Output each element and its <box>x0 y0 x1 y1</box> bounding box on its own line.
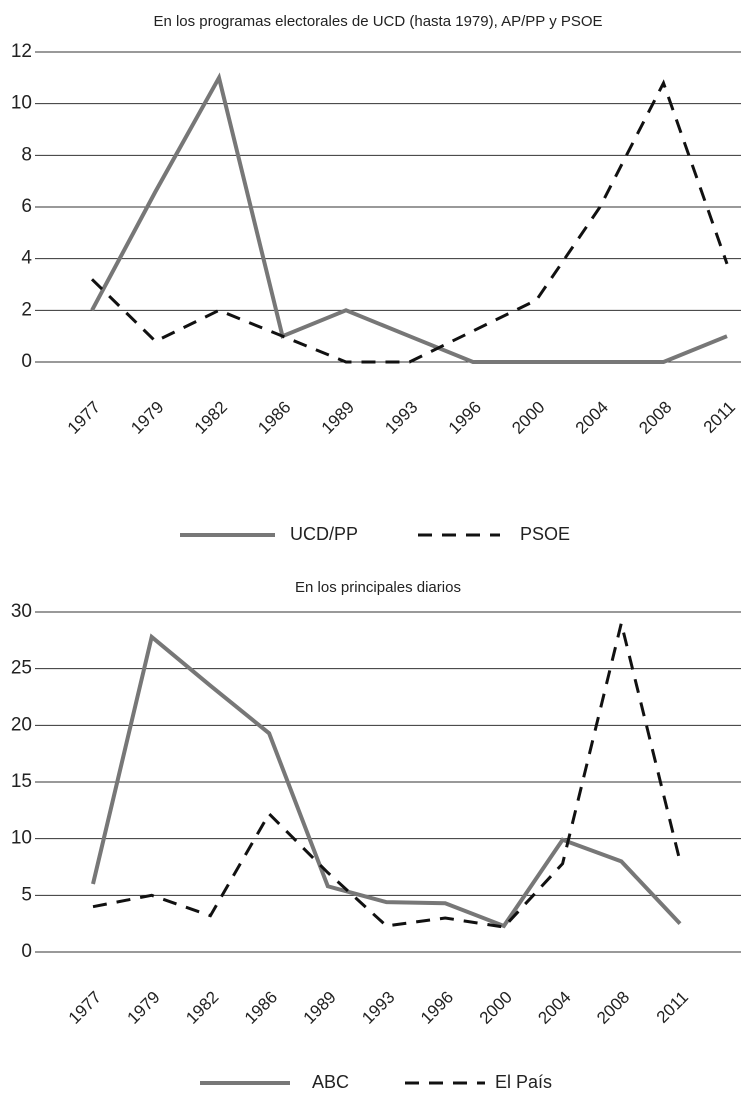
y-tick-label: 2 <box>21 299 32 320</box>
data-line <box>90 72 728 364</box>
chart-title: En los principales diarios <box>295 579 461 596</box>
x-tick-label: 1989 <box>318 398 358 438</box>
y-tick-label: 0 <box>21 351 32 372</box>
x-tick-label: 2004 <box>534 988 574 1028</box>
x-tick-label: 2000 <box>476 988 516 1028</box>
y-tick-label: 10 <box>11 828 32 849</box>
x-tick-label: 1979 <box>127 398 167 438</box>
x-tick-label: 2011 <box>700 398 739 437</box>
y-tick-label: 12 <box>11 41 32 62</box>
x-tick-label: 1993 <box>381 398 421 438</box>
y-tick-label: 25 <box>11 658 32 679</box>
legend-label: El País <box>495 1072 552 1092</box>
legend-label: UCD/PP <box>290 524 358 544</box>
y-tick-label: 30 <box>11 601 32 622</box>
x-tick-label: 1993 <box>358 988 398 1028</box>
x-tick-label: 1979 <box>124 988 164 1028</box>
x-tick-label: 2008 <box>635 398 675 438</box>
x-tick-label: 1977 <box>65 988 105 1028</box>
x-tick-label: 1986 <box>241 988 281 1028</box>
legend-label: PSOE <box>520 524 570 544</box>
x-tick-label: 1996 <box>417 988 457 1028</box>
data-line <box>91 633 682 929</box>
y-tick-label: 20 <box>11 714 32 735</box>
y-tick-label: 15 <box>11 771 32 792</box>
x-tick-label: 2008 <box>593 988 633 1028</box>
x-tick-label: 1989 <box>300 988 340 1028</box>
legend-label: ABC <box>312 1072 349 1092</box>
y-tick-label: 6 <box>21 196 32 217</box>
x-tick-label: 1986 <box>254 398 294 438</box>
x-tick-label: 2000 <box>508 398 548 438</box>
y-tick-label: 8 <box>21 144 32 165</box>
x-tick-label: 2011 <box>653 988 692 1027</box>
y-tick-label: 10 <box>11 93 32 114</box>
y-tick-label: 4 <box>21 248 32 269</box>
y-tick-label: 5 <box>21 884 32 905</box>
x-tick-label: 1996 <box>445 398 485 438</box>
y-tick-label: 0 <box>21 941 32 962</box>
x-tick-label: 1982 <box>182 988 222 1028</box>
x-tick-label: 1982 <box>191 398 231 438</box>
x-tick-label: 2004 <box>572 398 612 438</box>
data-line <box>90 79 729 364</box>
x-tick-label: 1977 <box>64 398 104 438</box>
data-line <box>92 622 682 929</box>
chart-title: En los programas electorales de UCD (has… <box>153 13 602 30</box>
